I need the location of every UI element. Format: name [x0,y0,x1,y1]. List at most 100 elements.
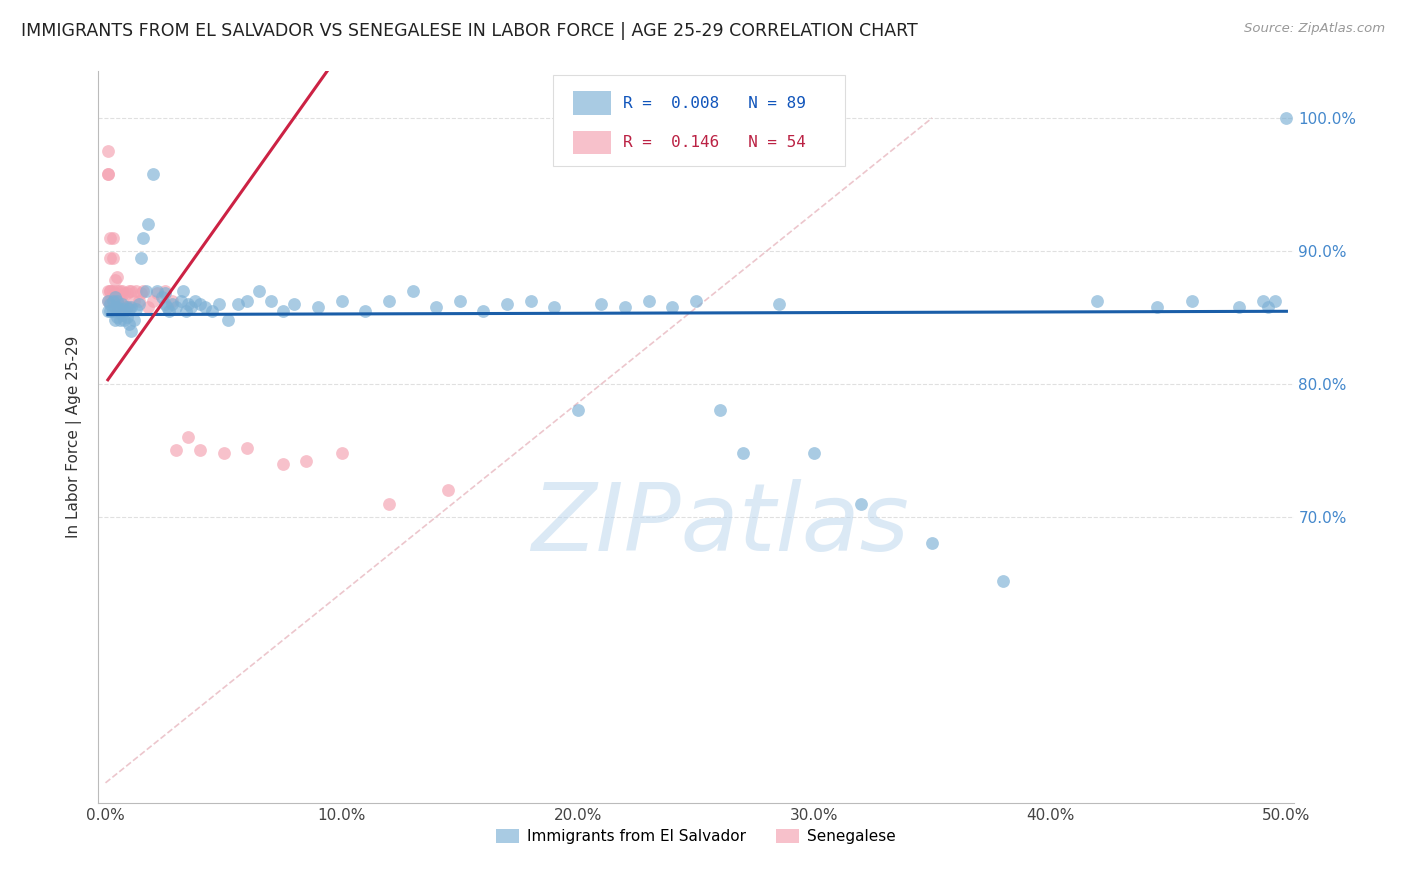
Point [172,284,194,298]
Point [401,284,423,298]
Point [125,284,148,298]
Point [97,167,120,181]
Point [247,284,270,298]
Point [1227,300,1250,314]
Point [1257,300,1279,314]
Point [851,497,873,511]
Point [115,286,138,301]
Point [115,300,138,314]
Point [208,297,231,311]
Point [101,294,124,309]
Point [1275,111,1298,125]
Point [108,302,131,317]
Point [115,310,138,325]
Point [217,313,239,327]
Point [111,300,134,314]
Point [637,294,659,309]
Point [98,284,121,298]
Point [174,303,197,318]
Point [165,443,187,458]
Point [104,286,127,301]
Point [165,300,187,314]
Point [496,297,519,311]
Point [111,308,134,322]
Point [271,303,294,318]
Point [122,313,145,327]
Point [1264,294,1286,309]
Point [118,284,141,298]
Point [108,300,131,314]
Point [160,294,183,309]
Point [118,317,141,331]
Point [260,294,283,309]
Point [115,300,138,314]
Point [128,294,150,309]
Point [1181,294,1204,309]
Point [1251,294,1274,309]
Point [97,294,120,309]
Point [111,297,134,311]
Point [146,284,169,298]
Legend: Immigrants from El Salvador, Senegalese: Immigrants from El Salvador, Senegalese [491,822,901,850]
Point [121,284,143,298]
Point [188,297,211,311]
Point [180,300,202,314]
Point [153,284,176,298]
Point [132,230,155,244]
Point [105,300,128,314]
Point [98,294,121,309]
Point [129,286,152,301]
Point [121,324,143,338]
Point [437,483,460,498]
Point [153,286,176,301]
Point [236,441,259,455]
Point [104,313,127,327]
Point [295,454,318,468]
Point [98,230,121,244]
Point [236,294,259,309]
Point [378,497,401,511]
Point [112,300,135,314]
Point [136,300,159,314]
Point [97,167,120,181]
Point [921,536,943,550]
Point [472,303,495,318]
Point [136,217,159,231]
Point [112,302,135,317]
Text: R =  0.146   N = 54: R = 0.146 N = 54 [623,136,806,150]
Bar [572,92,612,115]
FancyBboxPatch shape [553,75,845,167]
Point [101,303,124,318]
Point [170,294,193,309]
Point [142,294,165,309]
Point [108,313,131,327]
Point [125,302,148,317]
Point [98,303,121,318]
Point [146,286,169,301]
Point [97,303,120,318]
Point [709,403,731,417]
Point [97,144,120,158]
Point [111,294,134,309]
Point [142,167,165,181]
Y-axis label: In Labor Force | Age 25-29: In Labor Force | Age 25-29 [66,336,83,538]
Point [105,284,128,298]
Point [1087,294,1109,309]
Point [98,297,121,311]
Point [101,230,124,244]
Point [105,310,128,325]
Point [111,284,134,298]
Point [212,446,235,460]
Point [135,284,157,298]
Point [194,300,217,314]
Point [614,300,637,314]
Point [177,430,200,444]
Point [157,303,180,318]
Point [97,284,120,298]
Point [129,251,152,265]
Point [425,300,447,314]
Text: R =  0.008   N = 89: R = 0.008 N = 89 [623,95,806,111]
Point [156,300,179,314]
Point [104,300,127,314]
Point [307,300,329,314]
